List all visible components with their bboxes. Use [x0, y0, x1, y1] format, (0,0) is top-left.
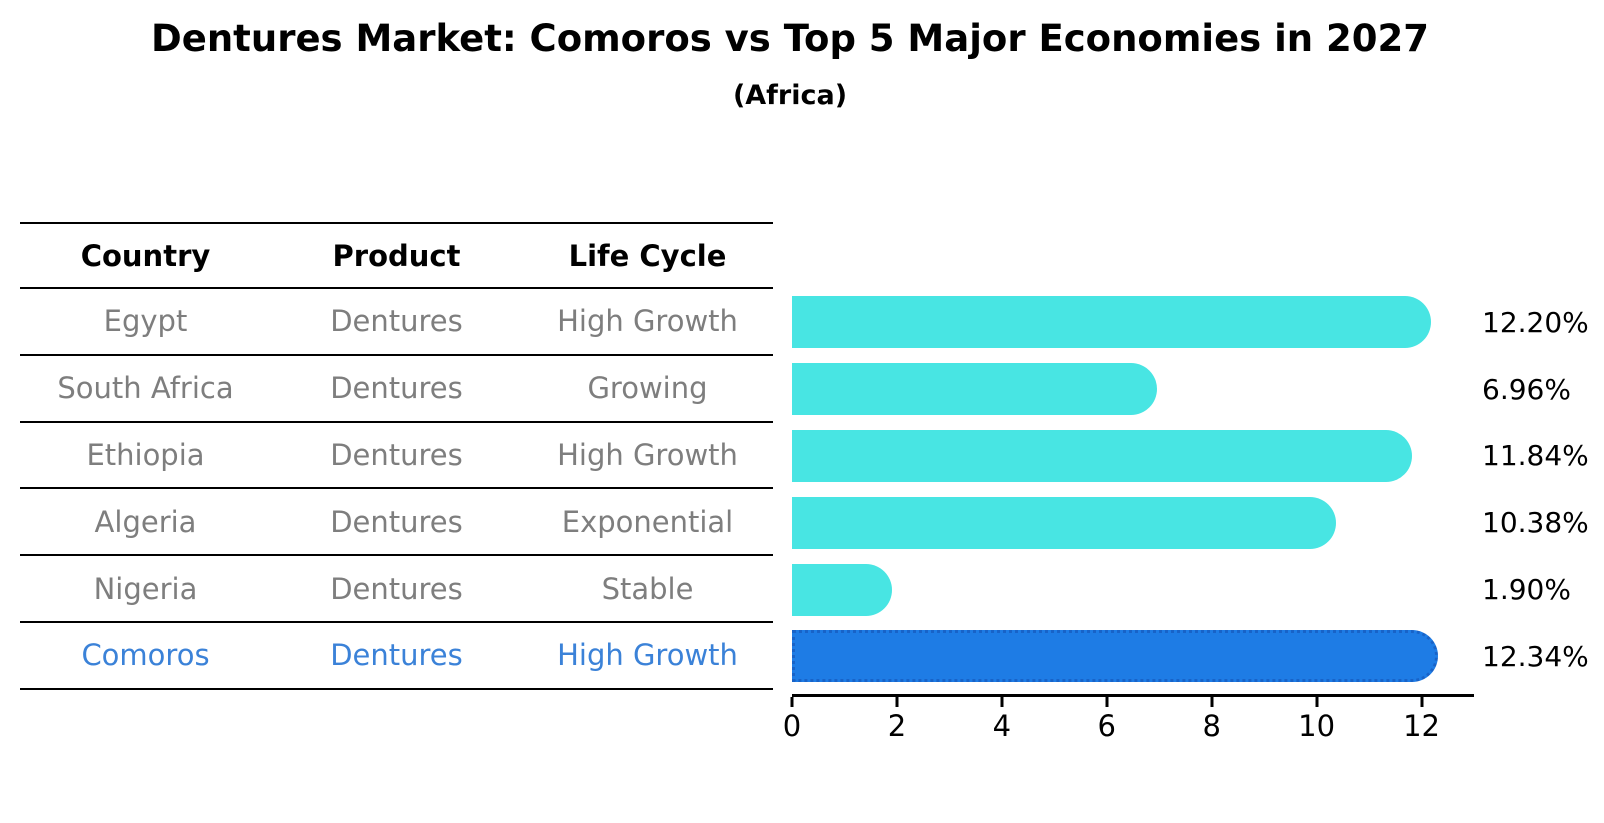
bar-row [792, 423, 1473, 490]
bar-row [792, 289, 1473, 356]
bar-chart [792, 289, 1473, 690]
value-label-column: 12.20% 6.96% 11.84% 10.38% 1.90% 12.34% [1482, 289, 1589, 690]
bar-egypt [792, 296, 1432, 349]
bar-row [792, 556, 1473, 623]
x-axis-tick [895, 697, 899, 707]
value-label-ethiopia: 11.84% [1482, 439, 1589, 473]
cell-product: Dentures [330, 571, 463, 606]
x-axis-tick-label: 8 [1202, 709, 1221, 743]
cell-product: Dentures [330, 304, 463, 339]
x-axis-tick [1210, 697, 1214, 707]
x-axis-tick-label: 4 [992, 709, 1012, 743]
cell-life-cycle: High Growth [557, 638, 738, 673]
value-label-south-africa: 6.96% [1482, 372, 1571, 406]
table-header-row: Country Product Life Cycle [20, 222, 773, 289]
x-axis-tick [1420, 697, 1424, 707]
x-axis-tick [1105, 697, 1109, 707]
bar-comoros [792, 630, 1439, 683]
bar-nigeria [792, 563, 892, 616]
x-axis-tick [1000, 697, 1004, 707]
bar-ethiopia [792, 429, 1413, 482]
column-header-country: Country [80, 238, 211, 273]
table-row-south-africa: South Africa Dentures Growing [20, 356, 773, 423]
value-label-comoros: 12.34% [1482, 639, 1589, 673]
cell-life-cycle: Growing [587, 371, 708, 406]
x-axis-tick-label: 6 [1097, 709, 1116, 743]
bar-algeria [792, 496, 1336, 549]
x-axis-tick [790, 697, 794, 707]
bar-row [792, 356, 1473, 423]
table-row-egypt: Egypt Dentures High Growth [20, 289, 773, 356]
cell-life-cycle: Stable [601, 571, 694, 606]
page-title: Dentures Market: Comoros vs Top 5 Major … [151, 17, 1429, 60]
value-label-egypt: 12.20% [1482, 305, 1589, 339]
cell-country: South Africa [57, 371, 234, 406]
cell-product: Dentures [330, 437, 463, 472]
country-table: Country Product Life Cycle Egypt Denture… [20, 222, 773, 690]
table-row-ethiopia: Ethiopia Dentures High Growth [20, 423, 773, 490]
cell-country: Comoros [81, 638, 210, 673]
x-axis-tick-label: 0 [782, 709, 802, 743]
cell-life-cycle: High Growth [557, 304, 738, 339]
cell-life-cycle: Exponential [561, 504, 734, 539]
x-axis-tick [1315, 697, 1319, 707]
cell-product: Dentures [330, 371, 463, 406]
cell-country: Nigeria [93, 571, 198, 606]
cell-country: Algeria [94, 504, 197, 539]
table-row-algeria: Algeria Dentures Exponential [20, 489, 773, 557]
column-header-product: Product [332, 238, 461, 273]
page-subtitle: (Africa) [732, 80, 848, 111]
table-row-nigeria: Nigeria Dentures Stable [20, 556, 773, 623]
x-axis-tick-label: 2 [887, 709, 907, 743]
bar-row [792, 623, 1473, 690]
x-axis: 0 2 4 6 8 10 12 [783, 694, 1474, 743]
cell-country: Ethiopia [86, 437, 205, 472]
cell-product: Dentures [330, 504, 463, 539]
bar-row [792, 489, 1473, 556]
cell-life-cycle: High Growth [557, 437, 738, 472]
table-row-comoros: Comoros Dentures High Growth [20, 623, 773, 690]
x-axis-tick-label: 12 [1403, 709, 1440, 743]
value-label-algeria: 10.38% [1482, 506, 1589, 540]
bar-south-africa [792, 363, 1157, 416]
x-axis-tick-label: 10 [1298, 709, 1336, 743]
value-label-nigeria: 1.90% [1482, 573, 1571, 607]
column-header-life-cycle: Life Cycle [568, 238, 727, 273]
cell-country: Egypt [103, 304, 188, 339]
cell-product: Dentures [330, 638, 463, 673]
